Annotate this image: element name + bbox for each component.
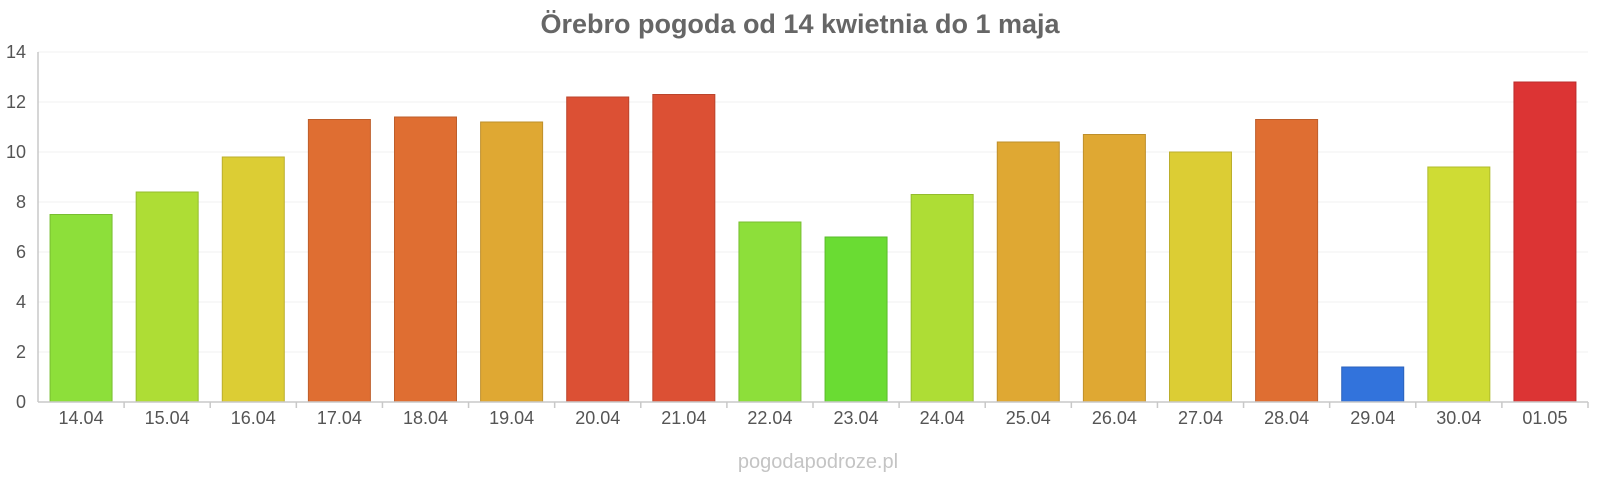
x-tick-label: 17.04 — [317, 408, 362, 428]
bar-19.04 — [480, 121, 544, 403]
bar-30.04 — [1427, 166, 1491, 403]
y-axis-ticks: 0 2 4 6 8 10 12 14 — [6, 42, 26, 412]
bar-28.04 — [1255, 119, 1319, 403]
x-tick-label: 16.04 — [231, 408, 276, 428]
bar-01.05 — [1513, 81, 1577, 403]
bar-26.04 — [1082, 134, 1146, 403]
x-tick-label: 27.04 — [1178, 408, 1223, 428]
bar-15.04 — [135, 191, 199, 403]
x-tick-label: 25.04 — [1006, 408, 1051, 428]
watermark-text: pogodapodroze.pl — [738, 451, 898, 473]
bar-16.04 — [221, 156, 285, 403]
bar-17.04 — [307, 119, 371, 403]
y-tick-label: 12 — [6, 92, 26, 112]
x-tick-label: 20.04 — [575, 408, 620, 428]
x-tick-label: 19.04 — [489, 408, 534, 428]
x-tick-label: 22.04 — [747, 408, 792, 428]
x-tick-label: 26.04 — [1092, 408, 1137, 428]
bar-18.04 — [394, 116, 457, 403]
x-tick-label: 18.04 — [403, 408, 448, 428]
bar-21.04 — [652, 94, 716, 403]
grid-layer — [38, 51, 1588, 353]
bar-14.04 — [49, 214, 113, 403]
x-tick-label: 30.04 — [1436, 408, 1481, 428]
x-tick-label: 28.04 — [1264, 408, 1309, 428]
bar-27.04 — [1169, 151, 1232, 403]
y-tick-label: 14 — [6, 42, 26, 62]
x-tick-label: 24.04 — [920, 408, 965, 428]
x-tick-label: 29.04 — [1350, 408, 1395, 428]
x-tick-label: 14.04 — [59, 408, 104, 428]
y-tick-label: 0 — [16, 392, 26, 412]
y-tick-label: 4 — [16, 292, 26, 312]
y-tick-label: 10 — [6, 142, 26, 162]
bar-24.04 — [910, 194, 974, 403]
x-axis-ticks: 14.04 15.04 16.04 17.04 18.04 19.04 20.04 21.04… — [59, 402, 1589, 428]
bar-23.04 — [824, 236, 888, 403]
x-tick-label: 21.04 — [661, 408, 706, 428]
bar-29.04 — [1341, 366, 1405, 403]
x-tick-label: 01.05 — [1522, 408, 1567, 428]
x-tick-label: 15.04 — [145, 408, 190, 428]
chart-title: Örebro pogoda od 14 kwietnia do 1 maja — [540, 9, 1060, 39]
bar-layer — [49, 81, 1577, 403]
bar-22.04 — [738, 221, 802, 403]
bar-20.04 — [566, 96, 630, 403]
y-tick-label: 8 — [16, 192, 26, 212]
y-tick-label: 6 — [16, 242, 26, 262]
bar-25.04 — [996, 141, 1060, 403]
y-tick-label: 2 — [16, 342, 26, 362]
x-tick-label: 23.04 — [834, 408, 879, 428]
